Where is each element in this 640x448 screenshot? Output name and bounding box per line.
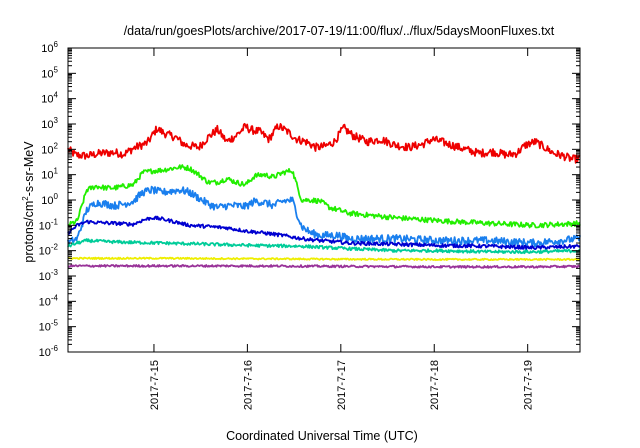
series-line-7 [67, 263, 581, 269]
chart-title: /data/run/goesPlots/archive/2017-07-19/1… [124, 24, 555, 38]
y-tick-label: 10-5 [39, 319, 59, 334]
series-line-1 [67, 122, 581, 164]
y-axis-label: protons/cm2-s-sr-MeV [21, 141, 36, 263]
y-tick-label: 10-4 [39, 293, 59, 308]
y-axis-label-pre: protons/cm [22, 201, 36, 263]
plot-frame [67, 47, 581, 353]
x-tick-label: 2017-7-17 [336, 360, 348, 410]
x-tick-label: 2017-7-18 [429, 360, 441, 410]
y-axis-label-post: -s-sr-MeV [22, 141, 36, 197]
svg-text:protons/cm2-s-sr-MeV: protons/cm2-s-sr-MeV [21, 141, 36, 263]
y-tick-label: 104 [41, 91, 58, 106]
x-axis-label: Coordinated Universal Time (UTC) [226, 429, 418, 443]
x-tick-label: 2017-7-16 [242, 360, 254, 410]
y-tick-label: 10-2 [39, 243, 59, 258]
series-line-5 [67, 238, 581, 255]
y-axis-label-sup: 2 [21, 196, 30, 201]
series-line-2 [67, 164, 581, 229]
y-tick-label: 106 [41, 40, 58, 55]
y-tick-label: 10-6 [39, 344, 59, 359]
series-line-3 [67, 185, 581, 248]
series-line-6 [67, 256, 581, 262]
y-tick-label: 102 [41, 141, 58, 156]
y-tick-label: 10-1 [39, 217, 59, 232]
y-tick-label: 105 [41, 65, 58, 80]
y-tick-label: 103 [41, 116, 58, 131]
y-tick-label: 101 [41, 167, 58, 182]
plot-area: 10-6 10-5 10-4 10-3 10-2 10-1 100 101 102 103 104 1… [39, 40, 581, 410]
x-tick-label: 2017-7-15 [149, 360, 161, 410]
x-tick-label: 2017-7-19 [523, 360, 535, 410]
series-line-4 [67, 215, 581, 251]
y-tick-label: 10-3 [39, 268, 59, 283]
y-tick-label: 100 [41, 192, 58, 207]
